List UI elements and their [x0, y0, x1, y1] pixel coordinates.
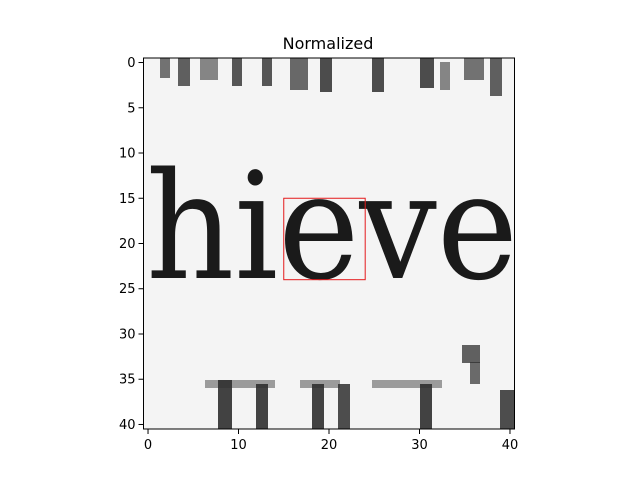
y-tick-label: 0	[127, 56, 135, 71]
y-tick-label: 15	[119, 192, 136, 207]
x-tick-label: 40	[502, 438, 519, 453]
y-tick-label: 20	[119, 237, 136, 252]
chart-title: Normalized	[283, 34, 374, 53]
y-tick-label: 40	[119, 418, 136, 433]
x-axis: 0 10 20 30 40	[144, 429, 518, 453]
y-tick-label: 5	[127, 101, 135, 116]
image-word: hieve	[146, 141, 518, 313]
y-tick-label: 35	[119, 373, 136, 388]
x-tick-label: 10	[230, 438, 247, 453]
y-tick-label: 25	[119, 282, 136, 297]
y-axis: 0 5 10 15 20 25 30 35 40	[119, 56, 144, 433]
heatmap-image: hieve	[144, 58, 519, 429]
x-tick-label: 20	[321, 438, 338, 453]
y-tick-label: 10	[119, 147, 136, 162]
x-tick-label: 0	[144, 438, 152, 453]
y-tick-label: 30	[119, 327, 136, 342]
x-tick-label: 30	[411, 438, 428, 453]
